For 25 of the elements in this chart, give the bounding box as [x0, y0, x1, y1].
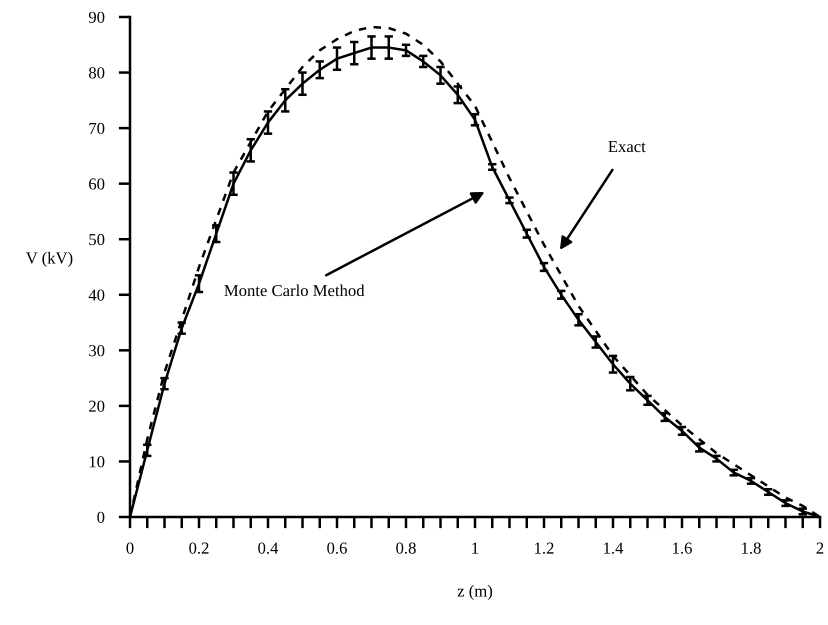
y-tick-label: 90: [88, 12, 104, 23]
annotation: Monte Carlo Method: [224, 284, 364, 296]
x-tick-label: 0.8: [396, 542, 416, 554]
x-tick-label: 1.4: [604, 542, 624, 554]
y-tick-label: 0: [97, 512, 104, 523]
x-tick-label: 1.6: [673, 542, 692, 554]
x-tick-label: 0.2: [189, 542, 208, 554]
x-tick-label: 2: [816, 542, 824, 554]
x-tick-label: 0: [126, 542, 134, 554]
y-tick-label: 30: [89, 345, 104, 356]
y-tick-label: 60: [89, 178, 104, 190]
y-tick-label: 10: [90, 456, 104, 468]
y-tick-label: 20: [89, 400, 104, 412]
x-tick-label: 1.2: [535, 542, 554, 554]
x-tick-label: 1: [472, 542, 478, 554]
y-axis-title: V (kV): [26, 252, 72, 267]
y-tick-label: 50: [89, 234, 104, 246]
x-axis-title: z (m): [458, 584, 492, 600]
x-tick-label: 0.4: [258, 542, 278, 554]
y-tick-label: 80: [88, 67, 104, 78]
x-tick-label: 0.6: [327, 542, 347, 554]
x-tick-label: 1.8: [742, 542, 761, 554]
y-tick-label: 40: [88, 289, 104, 301]
annotation: Exact: [608, 141, 646, 152]
y-tick-label: 70: [89, 122, 104, 134]
